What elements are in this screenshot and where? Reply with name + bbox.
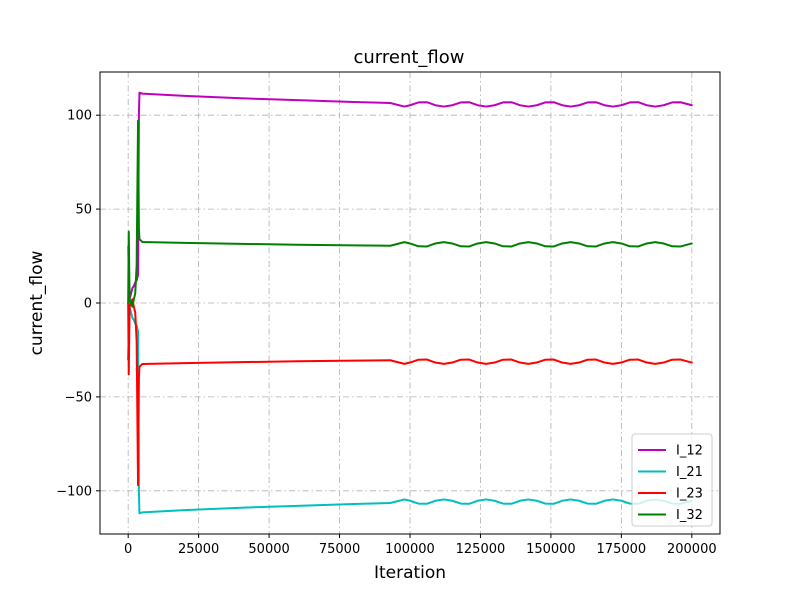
x-tick-label: 0	[124, 542, 132, 557]
y-tick-label: −100	[56, 484, 92, 499]
grid	[100, 72, 720, 534]
series-line-i-32	[127, 119, 693, 308]
x-tick-label: 175000	[597, 542, 647, 557]
x-tick-label: 200000	[667, 542, 717, 557]
legend: I_12 I_21 I_23 I_32	[631, 433, 713, 527]
y-tick-label: 100	[67, 109, 92, 124]
y-axis-title: current_flow	[27, 250, 47, 355]
legend-label-i-32: I_32	[676, 508, 703, 523]
legend-label-i-12: I_12	[676, 444, 703, 459]
x-tick-label: 150000	[526, 542, 576, 557]
y-tick-label: 0	[84, 297, 92, 312]
series-group	[127, 91, 693, 515]
y-tick-label: −50	[65, 390, 92, 405]
legend-label-i-21: I_21	[676, 465, 703, 480]
x-tick-label: 75000	[319, 542, 360, 557]
series-line-i-12	[127, 91, 693, 361]
x-tick-label: 125000	[456, 542, 506, 557]
legend-box	[631, 433, 713, 527]
x-tick-label: 50000	[248, 542, 289, 557]
x-tick-label: 100000	[385, 542, 435, 557]
chart-title: current_flow	[353, 47, 464, 68]
series-line-i-21	[127, 245, 693, 515]
series-line-i-23	[127, 298, 693, 487]
x-axis-title: Iteration	[374, 563, 446, 583]
legend-label-i-23: I_23	[676, 487, 703, 502]
tick-group: 0 25000 50000 75000 100000 125000 150000 175000…	[56, 109, 716, 557]
y-tick-label: 50	[75, 203, 92, 218]
x-tick-label: 25000	[178, 542, 219, 557]
